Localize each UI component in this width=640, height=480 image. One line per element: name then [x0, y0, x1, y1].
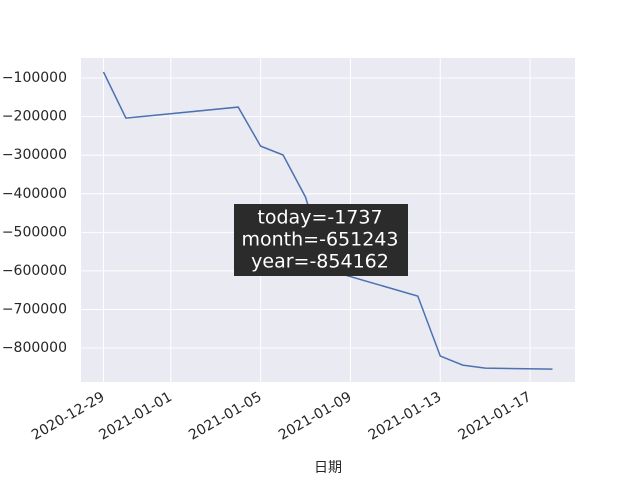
x-tick-label: 2020-12-29	[29, 389, 107, 444]
tooltip: today=-1737 month=-651243 year=-854162	[234, 204, 408, 276]
y-tick-label: −100000	[2, 70, 67, 86]
y-tick-label: −700000	[2, 301, 67, 317]
x-tick-label: 2021-01-05	[186, 389, 264, 444]
tooltip-line: month=-651243	[242, 229, 399, 251]
tooltip-line: today=-1737	[257, 207, 382, 229]
y-tick-label: −400000	[2, 186, 67, 202]
tooltip-box	[234, 204, 408, 276]
x-tick-label: 2021-01-01	[96, 389, 174, 444]
x-tick-label: 2021-01-17	[456, 389, 534, 444]
y-tick-label: −200000	[2, 109, 67, 125]
y-tick-label: −300000	[2, 147, 67, 163]
y-tick-label: −600000	[2, 263, 67, 279]
x-tick-label: 2021-01-09	[276, 389, 354, 444]
y-tick-label: −800000	[2, 340, 67, 356]
tooltip-line: year=-854162	[251, 251, 389, 273]
x-axis-label: 日期	[314, 460, 342, 476]
y-tick-label: −500000	[2, 224, 67, 240]
x-tick-label: 2021-01-13	[366, 389, 444, 444]
